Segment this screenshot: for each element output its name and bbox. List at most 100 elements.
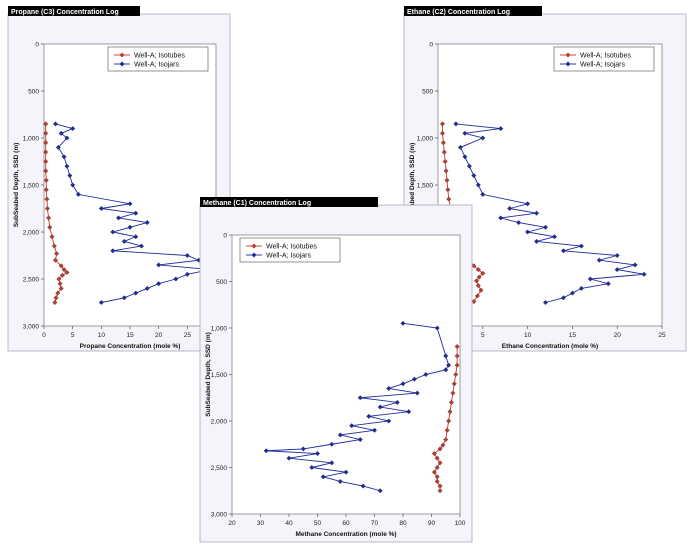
data-point <box>442 158 448 165</box>
chart-title: Methane (C1) Concentration Log <box>203 200 311 207</box>
data-point <box>453 121 459 127</box>
y-tick-label: 3,000 <box>23 324 40 331</box>
data-point <box>605 281 611 287</box>
data-point <box>43 177 49 183</box>
data-point <box>441 149 447 155</box>
x-tick-label: 25 <box>184 332 192 339</box>
data-point <box>516 220 522 226</box>
data-point <box>614 252 620 259</box>
data-point <box>320 474 326 480</box>
data-point <box>450 390 456 396</box>
data-point <box>51 243 57 249</box>
y-tick-label: 1,500 <box>211 372 228 379</box>
data-point <box>55 144 61 150</box>
data-point <box>614 267 620 273</box>
data-point <box>59 272 65 278</box>
legend-swatch-marker <box>251 252 257 258</box>
data-point <box>377 488 383 494</box>
data-point <box>641 271 647 277</box>
data-point <box>560 295 566 301</box>
data-point <box>587 276 593 282</box>
data-point <box>43 121 49 127</box>
data-point <box>386 418 392 424</box>
data-point <box>52 257 58 263</box>
data-point <box>448 399 454 405</box>
data-point <box>173 276 179 282</box>
data-point <box>498 215 504 221</box>
data-point <box>434 325 440 331</box>
data-point <box>475 182 481 188</box>
data-point <box>543 299 549 306</box>
data-point <box>70 182 76 188</box>
data-point <box>480 270 486 276</box>
data-point <box>525 201 531 207</box>
data-point <box>44 205 50 212</box>
data-point <box>406 409 412 415</box>
data-point <box>569 290 575 296</box>
data-point <box>98 299 104 306</box>
data-point <box>440 442 446 448</box>
y-tick-label: 2,500 <box>23 277 40 284</box>
x-tick-label: 100 <box>455 520 466 527</box>
data-point <box>560 248 566 254</box>
data-point <box>52 299 58 306</box>
data-point <box>394 399 400 405</box>
data-point <box>343 469 349 475</box>
data-point <box>480 191 486 197</box>
data-point <box>58 285 64 291</box>
data-point <box>578 243 584 249</box>
data-point <box>57 281 63 287</box>
x-axis-label: Propane Concentration (mole %) <box>80 343 181 350</box>
legend-entry: Well-A; Isotubes <box>266 244 317 251</box>
data-point <box>462 154 468 160</box>
data-point <box>43 168 49 174</box>
data-point <box>329 460 335 466</box>
legend-box <box>553 46 655 72</box>
plot-area <box>437 43 663 327</box>
data-point <box>507 205 513 212</box>
legend-swatch-marker <box>565 52 571 58</box>
data-point <box>386 385 392 391</box>
data-point <box>52 121 58 127</box>
data-point <box>357 437 363 443</box>
data-point <box>454 362 460 368</box>
y-tick-label: 2,000 <box>23 230 40 237</box>
series-line-0 <box>433 346 458 491</box>
data-point <box>184 271 190 277</box>
legend-swatch-marker <box>119 52 125 58</box>
data-point <box>366 413 372 419</box>
ethane-chart-svg: Ethane (C2) Concentration Log 0 500 1,000 1,… <box>403 6 687 352</box>
legend-entry: Well-A; Isojars <box>580 62 625 69</box>
data-point <box>44 196 50 202</box>
y-tick-label: 1,000 <box>211 326 228 333</box>
y-tick-label: 0 <box>429 42 433 49</box>
legend-entry: Well-A; Isotubes <box>580 53 631 60</box>
data-point <box>434 478 440 484</box>
y-tick-label: 2,000 <box>211 419 228 426</box>
data-point <box>337 432 343 438</box>
propane-chart: Propane (C3) Concentration Log 0 500 1,000 1… <box>7 6 231 352</box>
data-point <box>110 229 116 235</box>
y-tick-label: 2,500 <box>211 465 228 472</box>
data-point <box>443 367 449 373</box>
data-point <box>58 263 64 269</box>
x-tick-label: 20 <box>228 520 236 527</box>
data-point <box>475 267 481 273</box>
data-point <box>156 281 162 287</box>
x-tick-label: 20 <box>614 332 622 339</box>
data-point <box>454 344 460 350</box>
data-point <box>309 464 315 471</box>
x-tick-label: 10 <box>98 332 106 339</box>
x-tick-label: 40 <box>285 520 293 527</box>
y-tick-label: 0 <box>223 233 227 240</box>
data-point <box>475 283 481 289</box>
data-point <box>61 267 67 273</box>
data-point <box>434 455 440 461</box>
data-point <box>64 269 70 275</box>
data-point <box>551 234 557 240</box>
x-tick-label: 5 <box>71 332 75 339</box>
y-tick-label: 1,000 <box>417 136 434 143</box>
data-point <box>437 460 443 466</box>
data-point <box>446 362 452 368</box>
data-point <box>400 320 406 326</box>
